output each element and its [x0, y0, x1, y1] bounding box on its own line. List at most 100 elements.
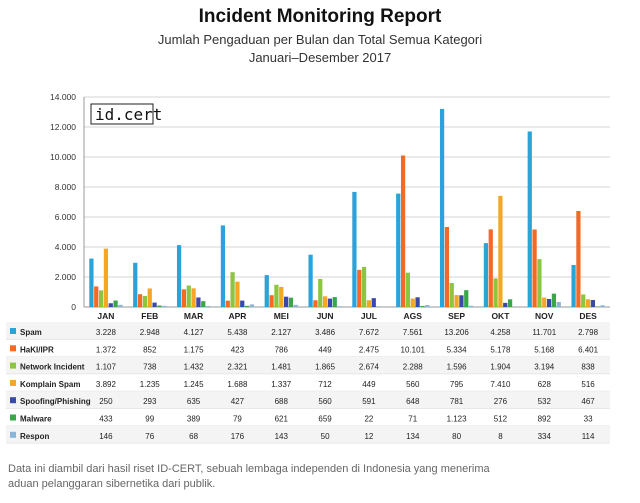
data-label: 852 [143, 345, 157, 354]
bar [546, 299, 552, 307]
data-label: 560 [406, 380, 420, 389]
data-label: 1.337 [271, 380, 292, 389]
data-label: 892 [538, 415, 552, 424]
data-label: 516 [581, 380, 595, 389]
data-label: 12 [364, 432, 373, 441]
bar [464, 290, 469, 307]
category-label: OKT [491, 311, 510, 321]
bar [230, 272, 235, 307]
chart-subtitle: Jumlah Pengaduan per Bulan dan Total Sem… [157, 32, 483, 47]
bar [590, 299, 596, 307]
bar [337, 306, 342, 307]
y-tick-label: 14.000 [50, 92, 76, 102]
data-label: 795 [450, 380, 464, 389]
bar [147, 288, 152, 307]
data-label: 591 [362, 397, 376, 406]
data-label: 2.948 [140, 328, 161, 337]
bar [439, 108, 445, 307]
data-label: 11.701 [532, 328, 556, 337]
bar [133, 262, 138, 307]
data-label: 712 [318, 380, 332, 389]
data-label: 1.432 [184, 363, 205, 372]
data-label: 433 [99, 415, 113, 424]
data-label: 1.596 [447, 363, 468, 372]
bar [186, 285, 191, 307]
bar [410, 298, 415, 307]
data-label: 635 [187, 397, 201, 406]
data-label: 71 [408, 415, 417, 424]
data-label: 5.334 [447, 345, 468, 354]
category-label: APR [228, 311, 246, 321]
bar [288, 297, 294, 307]
data-label: 467 [581, 397, 595, 406]
data-label: 648 [406, 397, 420, 406]
category-label: JUL [361, 311, 377, 321]
category-label: MAR [184, 311, 203, 321]
data-label: 146 [99, 432, 113, 441]
bar [191, 288, 196, 307]
data-label: 786 [275, 345, 289, 354]
data-label: 427 [231, 397, 245, 406]
legend-label: Network Incident [20, 363, 85, 372]
legend-swatch [10, 414, 16, 421]
legend-swatch [10, 328, 16, 334]
data-label: 276 [494, 397, 508, 406]
category-label: AGS [404, 311, 423, 321]
bar [269, 295, 274, 307]
category-label: SEP [448, 311, 465, 321]
bar [366, 300, 372, 307]
logo-text: id.cert [95, 105, 162, 124]
category-label: DES [579, 311, 597, 321]
chart-period: Januari–Desember 2017 [248, 50, 392, 65]
data-label: 1.245 [184, 380, 205, 389]
bar [444, 226, 450, 307]
data-label: 512 [494, 415, 508, 424]
data-label: 1.372 [96, 345, 117, 354]
bar [137, 294, 143, 307]
bar [196, 297, 201, 307]
data-label: 688 [275, 397, 289, 406]
bar [468, 305, 474, 307]
data-label: 13.206 [444, 328, 469, 337]
bar [396, 193, 401, 307]
y-tick-label: 8.000 [55, 182, 77, 192]
data-label: 2.475 [359, 345, 380, 354]
bar [240, 300, 245, 307]
bar [507, 299, 513, 307]
bar [103, 248, 109, 307]
category-label: MEI [274, 311, 289, 321]
data-label: 1.481 [271, 363, 292, 372]
bar [361, 266, 367, 307]
data-label: 1.107 [96, 363, 117, 372]
data-label: 3.228 [96, 328, 117, 337]
data-label: 293 [143, 397, 157, 406]
plot-area [84, 97, 610, 307]
data-label: 1.865 [315, 363, 336, 372]
data-label: 1.688 [227, 380, 248, 389]
data-label: 5.168 [534, 345, 555, 354]
y-tick-label: 10.000 [50, 152, 76, 162]
bar [600, 305, 605, 307]
data-label: 5.178 [490, 345, 511, 354]
data-label: 628 [538, 380, 552, 389]
bar [235, 281, 240, 307]
data-label: 2.321 [227, 363, 248, 372]
bar [98, 290, 104, 307]
data-label: 22 [364, 415, 373, 424]
bar [274, 284, 279, 307]
data-label: 659 [318, 415, 332, 424]
data-label: 1.235 [140, 380, 161, 389]
bar [371, 298, 376, 307]
data-label: 114 [582, 432, 595, 441]
data-label: 1.123 [447, 415, 468, 424]
bar [113, 300, 118, 307]
bar [157, 305, 162, 307]
bar [537, 259, 542, 307]
bar [108, 303, 113, 307]
data-label: 838 [581, 363, 595, 372]
category-label: FEB [141, 311, 158, 321]
category-label: NOV [535, 311, 554, 321]
data-label: 738 [143, 363, 157, 372]
bar [488, 229, 493, 307]
bar [493, 278, 498, 307]
